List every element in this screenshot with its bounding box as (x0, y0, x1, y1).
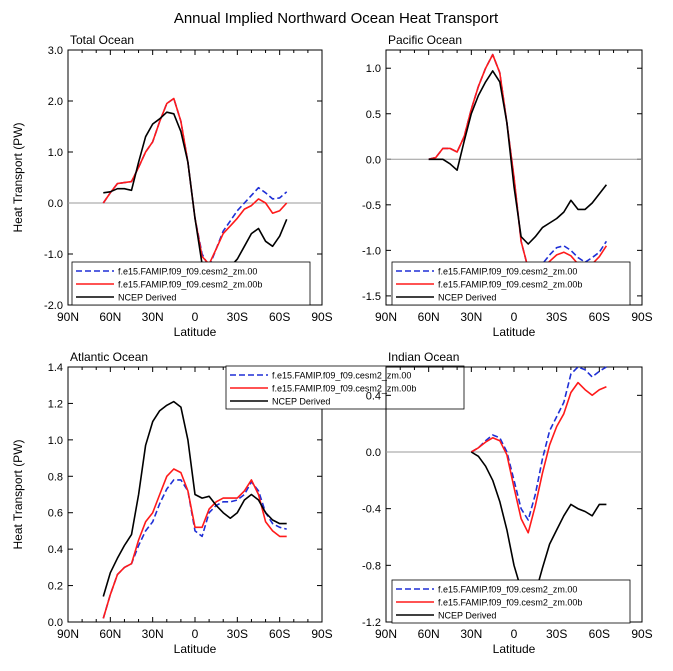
x-tick-label: 60N (418, 627, 440, 641)
series-line (428, 53, 608, 274)
legend-label: f.e15.FAMIP.f09_f09.cesm2_zm.00 (438, 267, 577, 277)
x-axis-label: Latitude (493, 325, 536, 339)
y-tick-label: 0.0 (366, 154, 381, 166)
series-line (470, 381, 607, 534)
panel-atlantic: Atlantic Ocean 90N 60N 30N 0 30S 60S 90S Latitud… (11, 350, 465, 656)
y-tick-label: -1.0 (44, 249, 63, 261)
y-axis-label: Heat Transport (PW) (11, 439, 25, 549)
panel-title: Total Ocean (70, 33, 134, 47)
x-tick-label: 90S (311, 627, 332, 641)
legend-label: f.e15.FAMIP.f09_f09.cesm2_zm.00 (438, 585, 577, 595)
y-axis-label: Heat Transport (PW) (11, 122, 25, 232)
series-line (103, 111, 288, 283)
legend-label: NCEP Derived (272, 397, 330, 407)
series-line (470, 366, 607, 521)
figure-title: Annual Implied Northward Ocean Heat Tran… (174, 10, 499, 27)
panel-title: Pacific Ocean (388, 33, 462, 47)
series-line (428, 70, 608, 245)
y-tick-label: 0.5 (366, 109, 381, 121)
panel-title: Atlantic Ocean (70, 350, 148, 364)
y-tick-label: 0.4 (48, 544, 63, 556)
series-line (102, 97, 288, 268)
x-tick-label: 60S (589, 310, 610, 324)
y-tick-label: 3.0 (48, 45, 63, 57)
legend-label: f.e15.FAMIP.f09_f09.cesm2_zm.00 (118, 267, 257, 277)
y-tick-label: 0.4 (366, 390, 381, 402)
y-tick-label: 1.0 (48, 435, 63, 447)
x-tick-label: 60S (589, 627, 610, 641)
legend-label: NCEP Derived (438, 611, 496, 621)
x-tick-label: 90S (311, 310, 332, 324)
legend-label: f.e15.FAMIP.f09_f09.cesm2_zm.00b (272, 384, 416, 394)
y-tick-label: 1.0 (48, 147, 63, 159)
series-line (102, 400, 287, 597)
y-tick-label: 1.2 (48, 398, 63, 410)
y-tick-label: -0.8 (362, 560, 381, 572)
y-tick-label: -0.4 (362, 504, 381, 516)
x-tick-label: 0 (192, 310, 199, 324)
x-tick-label: 90N (375, 627, 397, 641)
x-tick-label: 90N (375, 310, 397, 324)
x-tick-label: 90N (57, 627, 79, 641)
x-tick-label: 0 (192, 627, 199, 641)
x-tick-label: 30S (546, 310, 567, 324)
series-line (428, 53, 608, 277)
y-tick-label: 2.0 (48, 96, 63, 108)
x-tick-label: 30N (460, 627, 482, 641)
x-tick-label: 30N (460, 310, 482, 324)
x-tick-label: 90S (631, 310, 652, 324)
legend-label: f.e15.FAMIP.f09_f09.cesm2_zm.00b (438, 280, 582, 290)
x-tick-label: 30N (142, 310, 164, 324)
legend-label: f.e15.FAMIP.f09_f09.cesm2_zm.00 (272, 371, 411, 381)
y-tick-label: 0.2 (48, 581, 63, 593)
y-tick-label: -2.0 (44, 300, 63, 312)
y-tick-label: -1.2 (362, 617, 381, 629)
legend-label: NCEP Derived (438, 293, 496, 303)
y-tick-label: 0.6 (48, 508, 63, 520)
x-tick-label: 0 (511, 627, 518, 641)
legend-label: NCEP Derived (118, 293, 176, 303)
x-tick-label: 60N (99, 310, 121, 324)
x-tick-label: 30N (142, 627, 164, 641)
legend: f.e15.FAMIP.f09_f09.cesm2_zm.00 f.e15.FAM… (391, 579, 631, 624)
x-tick-label: 60S (269, 310, 290, 324)
series-line (102, 97, 288, 266)
x-axis-label: Latitude (174, 325, 217, 339)
y-tick-label: 1.0 (366, 63, 381, 75)
panel-indian: Indian Ocean 90N 60N 30N 0 30S 60S 90S Latitude -… (362, 350, 653, 656)
y-tick-label: -1.5 (362, 291, 381, 303)
panel-pacific: Pacific Ocean 90N 60N 30N 0 30S 60S 90S Latitude… (362, 33, 653, 339)
legend: f.e15.FAMIP.f09_f09.cesm2_zm.00 f.e15.FAM… (71, 261, 311, 306)
y-tick-label: 0.8 (48, 471, 63, 483)
series-line (102, 468, 287, 619)
y-tick-label: -0.5 (362, 200, 381, 212)
x-tick-label: 60S (269, 627, 290, 641)
x-tick-label: 30S (546, 627, 567, 641)
legend: f.e15.FAMIP.f09_f09.cesm2_zm.00 f.e15.FAM… (391, 261, 631, 306)
panel-total: Total Ocean 90N 60N 30N 0 30S 60S 90S Latitude -2… (11, 33, 333, 339)
legend-label: f.e15.FAMIP.f09_f09.cesm2_zm.00b (118, 280, 262, 290)
series-line (470, 451, 607, 602)
x-tick-label: 60N (99, 627, 121, 641)
x-tick-label: 90N (57, 310, 79, 324)
x-tick-label: 60N (418, 310, 440, 324)
y-tick-label: 0.0 (48, 617, 63, 629)
y-tick-label: 1.4 (48, 362, 63, 374)
x-axis-label: Latitude (174, 642, 217, 656)
x-axis-label: Latitude (493, 642, 536, 656)
y-tick-label: -1.0 (362, 245, 381, 257)
legend: f.e15.FAMIP.f09_f09.cesm2_zm.00 f.e15.FAM… (225, 365, 465, 410)
x-tick-label: 30S (227, 627, 248, 641)
legend-label: f.e15.FAMIP.f09_f09.cesm2_zm.00b (438, 598, 582, 608)
panel-title: Indian Ocean (388, 350, 459, 364)
y-tick-label: 0.0 (366, 447, 381, 459)
x-tick-label: 90S (631, 627, 652, 641)
y-tick-label: 0.0 (48, 198, 63, 210)
x-tick-label: 0 (511, 310, 518, 324)
x-tick-label: 30S (227, 310, 248, 324)
panels: Total Ocean 90N 60N 30N 0 30S 60S 90S Latitude -2… (11, 33, 653, 656)
